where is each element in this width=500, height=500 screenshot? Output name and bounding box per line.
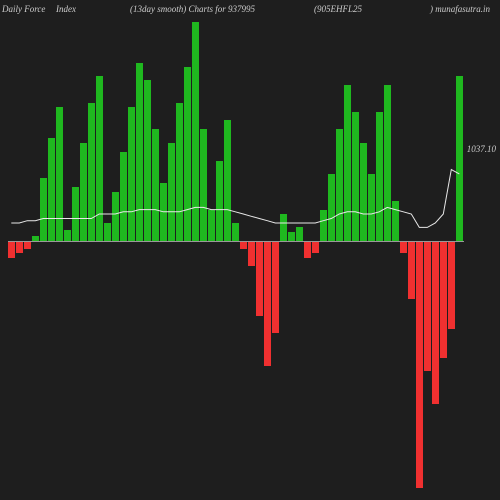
- header-text-segment: Daily Force: [2, 4, 45, 14]
- header-text-segment: (13day smooth) Charts for 937995: [130, 4, 255, 14]
- plot-area: 1037.10: [8, 18, 464, 492]
- header-text-segment: ) munafasutra.in: [430, 4, 490, 14]
- chart-header: Daily Force Index (13day smooth) Charts f…: [0, 0, 500, 18]
- smooth-line-path: [11, 170, 459, 228]
- force-index-chart: Daily Force Index (13day smooth) Charts f…: [0, 0, 500, 500]
- header-text-segment: Index: [56, 4, 76, 14]
- header-text-segment: (905EHFL25: [314, 4, 362, 14]
- smooth-line-overlay: [8, 18, 464, 492]
- current-value-label: 1037.10: [467, 144, 496, 154]
